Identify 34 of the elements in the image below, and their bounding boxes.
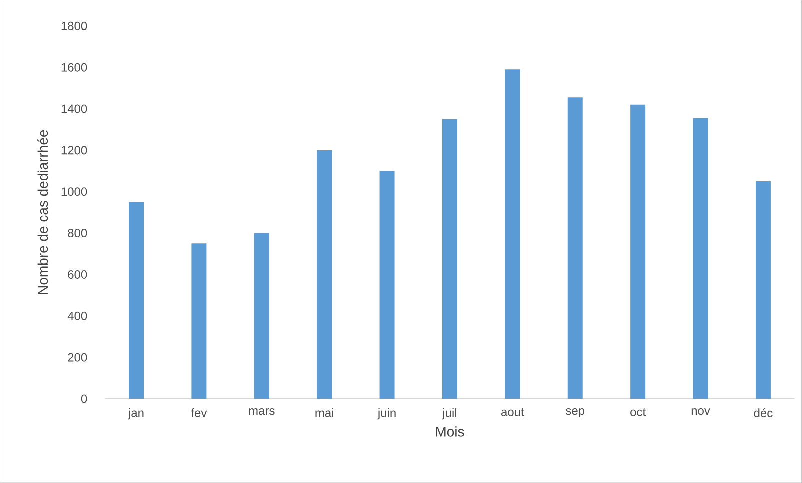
y-tick-label: 0 (81, 394, 88, 404)
bar (192, 244, 207, 399)
bar (756, 181, 771, 399)
x-tick-label: mai (316, 408, 334, 418)
x-tick-label: sep (566, 408, 585, 418)
y-axis-title: Nombre de cas dediarrhée (38, 130, 48, 294)
x-tick-label: mars (249, 408, 275, 416)
x-tick-label: juin (378, 408, 396, 420)
x-tick-label: juil (442, 408, 457, 420)
bar (693, 118, 708, 399)
x-tick-label: jan (128, 408, 144, 420)
y-tick-label: 200 (68, 353, 88, 362)
y-tick-label: 1000 (62, 188, 88, 196)
x-tick-label: aout (502, 408, 524, 416)
y-tick-label: 1600 (62, 63, 88, 72)
x-tick-label: oct (630, 408, 646, 416)
bar (129, 202, 144, 399)
x-tick-label: déc (754, 408, 773, 418)
bar (442, 119, 458, 399)
y-tick-label: 800 (68, 228, 88, 238)
bar (254, 233, 270, 399)
x-tick-label: fev (191, 408, 208, 418)
y-tick-label: 1800 (62, 22, 88, 30)
bar (568, 98, 583, 399)
y-tick-label: 600 (68, 270, 88, 279)
bar (380, 171, 395, 399)
x-axis-title: Mois (436, 426, 464, 437)
bar (630, 104, 646, 399)
y-tick-label: 400 (68, 312, 88, 320)
bar (317, 150, 332, 399)
bar (505, 70, 520, 399)
x-tick-label: nov (692, 408, 710, 416)
y-tick-label: 1400 (62, 104, 88, 114)
y-tick-label: 1200 (62, 146, 88, 155)
